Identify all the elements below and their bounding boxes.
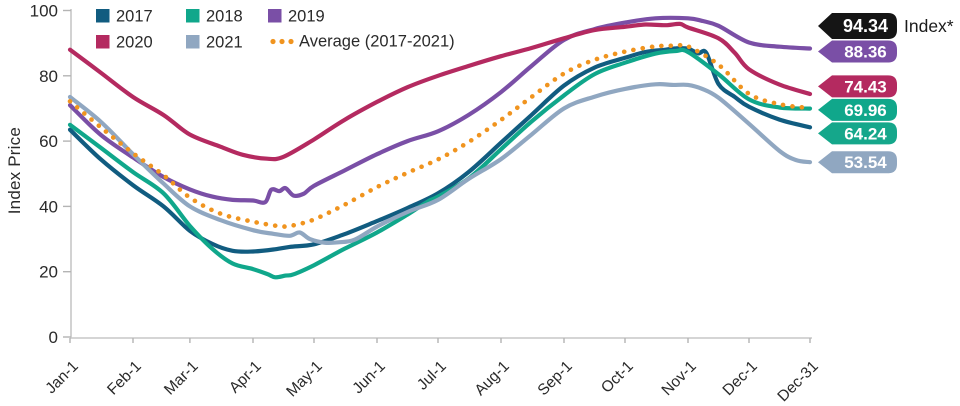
legend-swatch	[186, 35, 200, 49]
x-tick-label: Jan-1	[42, 358, 81, 397]
series-line-2019	[67, 15, 813, 205]
y-tick-label: 100	[30, 2, 58, 21]
y-tick-label: 0	[49, 328, 58, 347]
index-asterisk-label: Index*	[904, 16, 954, 36]
series-line-2018	[67, 47, 813, 280]
y-tick-label: 20	[39, 263, 58, 282]
x-tick-label: Jun-1	[349, 358, 388, 397]
legend-average-dots	[288, 38, 294, 45]
axis-lines	[70, 9, 812, 339]
x-tick-label: Dec-31	[774, 358, 821, 405]
legend-swatch	[186, 9, 200, 23]
legend-label: 2020	[116, 34, 153, 52]
x-tick-label: Mar-1	[161, 358, 202, 399]
end-value-badge-text: 88.36	[844, 43, 887, 62]
end-value-badge	[818, 98, 897, 121]
legend-label: Average (2017-2021)	[299, 33, 455, 51]
x-tick-label: Sep-1	[535, 358, 576, 399]
x-tick-label: Nov-1	[659, 358, 700, 399]
legend-label: 2017	[116, 8, 153, 26]
end-value-badge	[818, 151, 897, 174]
legend-swatch	[96, 9, 110, 23]
legend-label: 2019	[288, 8, 325, 26]
y-tick-label: 40	[39, 197, 58, 216]
series-line-2021	[67, 81, 813, 246]
x-tick-label: Oct-1	[598, 358, 637, 397]
legend-swatch	[268, 9, 282, 23]
y-axis-title: Index Price	[5, 127, 24, 215]
x-tick-label: Aug-1	[472, 358, 513, 399]
end-value-badge	[818, 122, 897, 145]
legend-swatch	[96, 35, 110, 49]
x-tick-label: Jul-1	[414, 358, 450, 394]
legend-average-dots	[270, 38, 276, 45]
series-line-average-2017-2021-	[67, 42, 813, 229]
end-value-badge-text: 94.34	[843, 16, 888, 36]
x-tick-label: Feb-1	[104, 358, 145, 399]
x-tick-label: Apr-1	[226, 358, 265, 397]
x-tick-label: Dec-1	[720, 358, 761, 399]
end-value-badge-text: 74.43	[844, 77, 887, 96]
end-value-badge	[818, 13, 897, 39]
end-value-badge-text: 69.96	[844, 101, 887, 120]
legend-label: 2021	[206, 34, 243, 52]
end-value-badge	[818, 75, 897, 98]
legend-label: 2018	[206, 8, 243, 26]
end-value-badge-text: 64.24	[844, 124, 887, 143]
end-value-badge	[818, 40, 897, 63]
y-tick-label: 80	[39, 67, 58, 86]
end-value-badge-text: 53.54	[844, 153, 887, 172]
x-tick-label: May-1	[283, 358, 325, 400]
legend-average-dots	[279, 38, 285, 45]
y-tick-label: 60	[39, 132, 58, 151]
series-line-2020	[67, 21, 813, 162]
series-line-2017	[67, 46, 813, 254]
